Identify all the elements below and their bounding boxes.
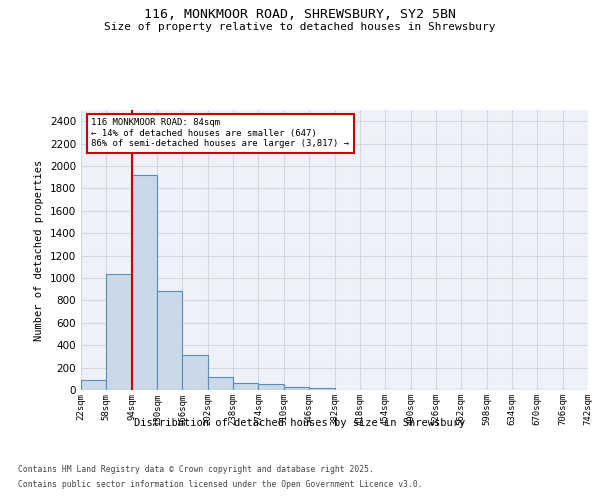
Bar [284, 386, 309, 390]
Text: Distribution of detached houses by size in Shrewsbury: Distribution of detached houses by size … [134, 418, 466, 428]
Text: 116 MONKMOOR ROAD: 84sqm
← 14% of detached houses are smaller (647)
86% of semi-: 116 MONKMOOR ROAD: 84sqm ← 14% of detach… [91, 118, 349, 148]
Y-axis label: Number of detached properties: Number of detached properties [34, 160, 44, 340]
Text: Contains HM Land Registry data © Crown copyright and database right 2025.: Contains HM Land Registry data © Crown c… [18, 465, 374, 474]
Bar [132, 175, 157, 390]
Bar [233, 384, 259, 390]
Text: Contains public sector information licensed under the Open Government Licence v3: Contains public sector information licen… [18, 480, 422, 489]
Bar [106, 274, 132, 390]
Bar [182, 356, 208, 390]
Bar [157, 292, 182, 390]
Text: Size of property relative to detached houses in Shrewsbury: Size of property relative to detached ho… [104, 22, 496, 32]
Text: 116, MONKMOOR ROAD, SHREWSBURY, SY2 5BN: 116, MONKMOOR ROAD, SHREWSBURY, SY2 5BN [144, 8, 456, 20]
Bar [259, 384, 284, 390]
Bar [309, 388, 335, 390]
Bar [208, 376, 233, 390]
Bar [81, 380, 106, 390]
